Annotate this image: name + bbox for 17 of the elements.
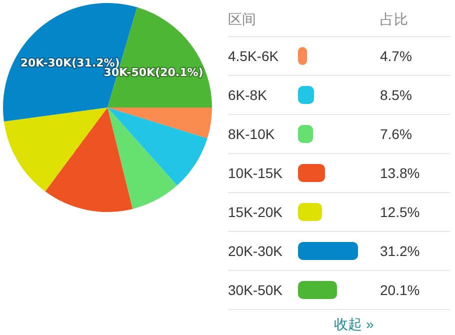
data-label: 13.8% [380, 165, 420, 181]
text: 区间 [228, 11, 256, 29]
legend-label: 4.5K-6K [228, 48, 279, 64]
legend-label: 10K-15K [228, 165, 282, 181]
data-label: 8.5% [380, 87, 412, 103]
data-label: 20.1% [380, 282, 420, 298]
legend-label: 8K-10K [228, 126, 275, 142]
text: 占比 [380, 11, 408, 29]
legend-label: 30K-50K [228, 282, 282, 298]
data-label: 7.6% [380, 126, 412, 142]
data-label: 4.7% [380, 48, 412, 64]
legend-label: 6K-8K [228, 87, 267, 103]
data-label: 31.2% [380, 243, 420, 259]
legend-label: 20K-30K [228, 243, 282, 259]
data-label: 12.5% [380, 204, 420, 220]
legend-label: 15K-20K [228, 204, 282, 220]
text: 收起 » [333, 315, 375, 334]
